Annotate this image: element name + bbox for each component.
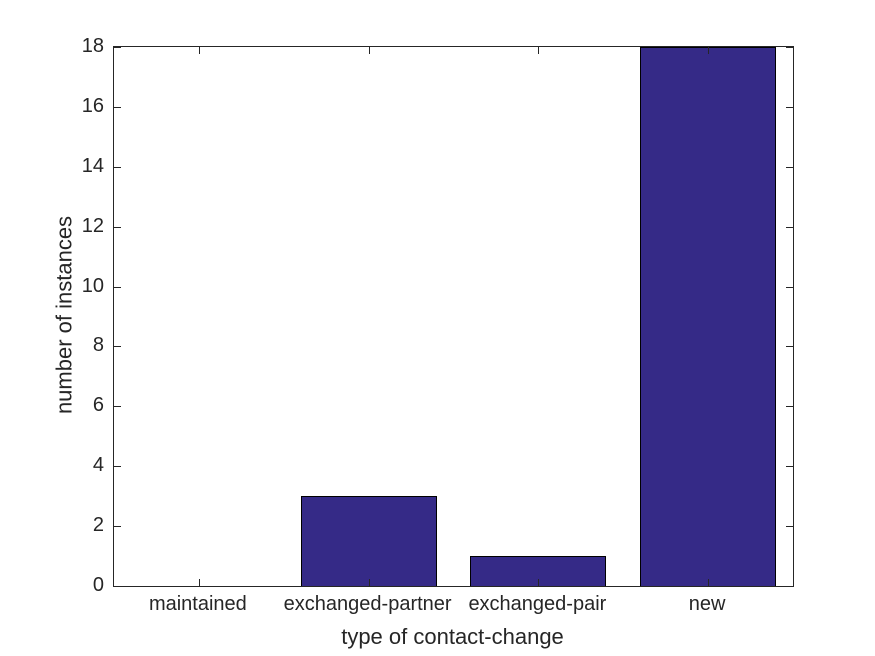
y-tick-label: 0 xyxy=(92,574,104,596)
y-tick-mark xyxy=(786,47,793,48)
y-tick-label: 16 xyxy=(81,94,104,117)
x-tick-label: exchanged-pair xyxy=(468,593,607,615)
y-tick-label: 4 xyxy=(92,454,104,477)
y-tick-mark xyxy=(114,106,121,108)
y-tick-mark xyxy=(114,466,121,468)
x-tick-mark xyxy=(708,47,710,54)
y-tick-label: 18 xyxy=(81,35,104,57)
y-tick-label: 8 xyxy=(92,334,104,357)
y-tick-mark xyxy=(114,47,121,48)
y-tick-mark xyxy=(786,526,793,528)
y-tick-mark xyxy=(114,406,121,408)
y-tick-mark xyxy=(786,226,793,228)
ticks-layer xyxy=(114,47,793,587)
y-tick-label: 12 xyxy=(81,214,104,237)
x-tick-mark xyxy=(538,579,540,586)
y-tick-mark xyxy=(114,586,121,587)
x-tick-mark xyxy=(708,579,710,586)
x-tick-mark xyxy=(368,47,370,54)
y-axis-label: number of instances xyxy=(51,215,77,415)
x-tick-label: maintained xyxy=(148,593,247,615)
y-tick-mark xyxy=(114,346,121,348)
y-tick-mark xyxy=(786,106,793,108)
bar-exchanged-partner xyxy=(300,496,437,586)
bars-layer xyxy=(114,47,793,586)
x-tick-mark xyxy=(538,47,540,54)
x-tick-label: exchanged-partner xyxy=(283,593,452,615)
bar-new xyxy=(640,47,777,586)
bar-exchanged-pair xyxy=(470,556,607,586)
y-tick-label: 14 xyxy=(81,154,104,177)
y-tick-mark xyxy=(114,166,121,168)
x-axis-label: type of contact-change xyxy=(341,624,564,649)
x-tick-mark xyxy=(368,579,370,586)
y-tick-label: 10 xyxy=(81,274,104,297)
y-tick-mark xyxy=(114,526,121,528)
y-tick-mark xyxy=(786,406,793,408)
y-tick-label: 6 xyxy=(92,394,104,417)
y-tick-mark xyxy=(114,226,121,228)
plot-area xyxy=(113,46,794,587)
y-tick-mark xyxy=(786,466,793,468)
y-tick-mark xyxy=(786,586,793,587)
y-tick-mark xyxy=(786,286,793,288)
x-tick-label: new xyxy=(688,593,726,615)
y-tick-mark xyxy=(114,286,121,288)
x-tick-mark xyxy=(198,47,200,54)
y-tick-label: 2 xyxy=(92,514,104,537)
y-tick-mark xyxy=(786,166,793,168)
y-tick-mark xyxy=(786,346,793,348)
x-tick-mark xyxy=(198,579,200,586)
